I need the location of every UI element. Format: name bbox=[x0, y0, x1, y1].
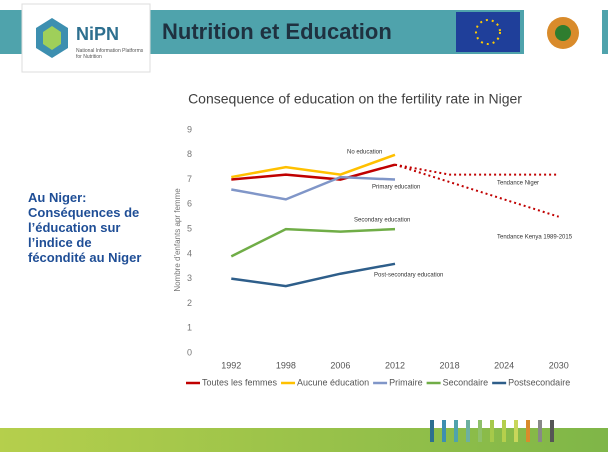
x-tick-label: 2030 bbox=[549, 360, 569, 370]
y-tick-label: 4 bbox=[187, 248, 192, 258]
y-tick-label: 8 bbox=[187, 149, 192, 159]
series-line bbox=[231, 175, 396, 201]
logo-name: NiPN bbox=[76, 24, 119, 44]
header-title: Nutrition et Education bbox=[162, 19, 392, 44]
x-tick-label: 1998 bbox=[276, 360, 296, 370]
annotation: Primary education bbox=[372, 185, 420, 191]
eu-stars bbox=[475, 19, 501, 45]
footer-band bbox=[0, 428, 608, 452]
legend-label: Postsecondaire bbox=[508, 377, 570, 387]
trend-line bbox=[394, 163, 560, 218]
annotation: Secondary education bbox=[354, 218, 410, 224]
x-tick-label: 2018 bbox=[440, 360, 460, 370]
x-tick-label: 1992 bbox=[221, 360, 241, 370]
legend-label: Aucune éducation bbox=[297, 377, 369, 387]
trend-label: Tendance Kenya 1989-2015 bbox=[497, 235, 573, 241]
y-axis-label: Nombre d'enfants apr femme bbox=[173, 188, 182, 292]
trend-label: Tendance Niger bbox=[497, 181, 539, 187]
annotation: Post-secondary education bbox=[374, 273, 443, 279]
x-tick-label: 2006 bbox=[330, 360, 350, 370]
series-line bbox=[231, 163, 396, 181]
series-line bbox=[231, 153, 396, 179]
y-tick-label: 6 bbox=[187, 199, 192, 209]
y-tick-label: 9 bbox=[187, 124, 192, 134]
y-tick-label: 0 bbox=[187, 347, 192, 357]
footer-stripes bbox=[430, 420, 554, 442]
legend-label: Toutes les femmes bbox=[202, 377, 278, 387]
logo-subtitle: National Information Platforms for Nutri… bbox=[76, 48, 144, 60]
y-tick-label: 2 bbox=[187, 298, 192, 308]
x-tick-label: 2024 bbox=[494, 360, 514, 370]
logo-icon-inner bbox=[43, 26, 61, 50]
chart-title: Consequence of education on the fertilit… bbox=[188, 91, 522, 107]
y-tick-label: 5 bbox=[187, 223, 192, 233]
series-line bbox=[231, 262, 396, 288]
y-tick-label: 1 bbox=[187, 323, 192, 333]
annotation: No education bbox=[347, 150, 382, 156]
legend-label: Primaire bbox=[389, 377, 423, 387]
series-line bbox=[230, 227, 396, 258]
eu-flag bbox=[456, 12, 520, 52]
side-text: Au Niger: Conséquences de l’éducation su… bbox=[28, 190, 142, 265]
niger-emblem-center bbox=[555, 25, 571, 41]
plot: 0 1 2 3 4 5 6 7 8 9 1992 1998 2006 2012 2018 2024 2030 No… bbox=[186, 124, 573, 387]
x-tick-label: 2012 bbox=[385, 360, 405, 370]
y-tick-label: 3 bbox=[187, 273, 192, 283]
y-tick-label: 7 bbox=[187, 174, 192, 184]
legend-label: Secondaire bbox=[443, 377, 489, 387]
